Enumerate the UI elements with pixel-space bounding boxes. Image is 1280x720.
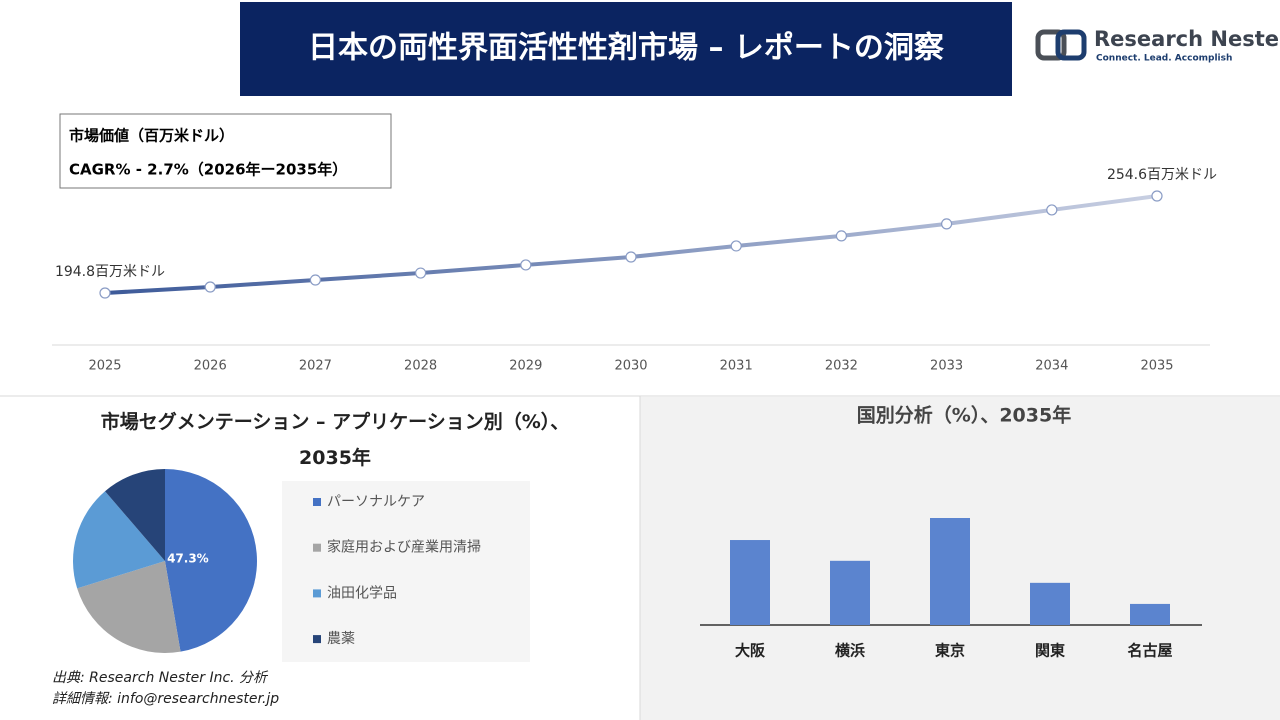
point (309, 274, 321, 286)
x-tick-label: 2025 (88, 359, 121, 374)
legend-label: 家庭用および産業用清掃 (327, 539, 481, 556)
data-label: 254.6百万米ドル (1107, 167, 1217, 183)
x-tick-label: 東京 (935, 642, 965, 660)
bar (1130, 603, 1170, 625)
source: 出典: Research Nester Inc. 分析 (52, 670, 269, 686)
point (625, 251, 637, 263)
x-tick-label: 名古屋 (1127, 642, 1172, 660)
x-tick-label: 2032 (825, 359, 858, 374)
x-tick-label: 2033 (930, 359, 963, 374)
x-tick-label: 2031 (720, 359, 753, 374)
bar-title: 国別分析（%）、2035年 (857, 404, 1071, 427)
bar (830, 560, 870, 625)
pie-slice (165, 469, 258, 652)
data-label: 47.3% (167, 551, 209, 565)
x-tick-label: 横浜 (835, 642, 865, 660)
legend-box (282, 481, 530, 662)
x-tick-label: 関東 (1035, 642, 1065, 660)
point (99, 287, 111, 299)
pie-slice (72, 491, 165, 589)
x-tick-label: 2026 (194, 359, 227, 374)
data-label: 194.8百万米ドル (55, 264, 165, 280)
point (204, 281, 216, 293)
point (940, 218, 953, 230)
bar (730, 540, 770, 625)
x-tick-label: 2030 (614, 359, 647, 374)
legend-swatch (313, 589, 321, 598)
legend-label: 油田化学品 (327, 585, 397, 601)
point (730, 240, 742, 252)
legend-swatch (313, 635, 321, 644)
x-tick-label: 2034 (1035, 359, 1068, 374)
x-tick-label: 2028 (404, 359, 437, 374)
x-tick-label: 2029 (509, 359, 542, 374)
x-tick-label: 2027 (299, 359, 332, 374)
legend-swatch (313, 543, 321, 552)
point (1151, 190, 1163, 202)
logo-icon (1035, 29, 1087, 61)
line-title: 市場価値（百万米ドル） (69, 127, 234, 145)
legend-label: 農薬 (327, 631, 355, 647)
point (1046, 204, 1058, 216)
point (835, 230, 848, 242)
contact: 詳細情報: info@researchnester.jp (52, 691, 279, 707)
header-box (240, 2, 1012, 96)
legend-label: パーソナルケア (327, 494, 425, 510)
logo-tagline: Connect. Lead. Accomplish (1096, 54, 1232, 64)
header-title: 日本の両性界面活性性剤市場 – レポートの洞察 (308, 31, 945, 66)
pie-slice (105, 469, 165, 561)
legend-swatch (313, 498, 321, 506)
point (520, 259, 532, 271)
x-tick-label: 大阪 (735, 642, 766, 660)
point (415, 267, 427, 279)
info-box (59, 113, 392, 189)
line-subtitle: CAGR% - 2.7%（2026年ー2035年） (69, 161, 347, 179)
pie-title: 市場セグメンテーション – アプリケーション別（%）、2035年 (100, 411, 570, 469)
pie-slice (77, 561, 181, 653)
bar (1030, 582, 1070, 625)
x-tick-label: 2035 (1140, 359, 1173, 374)
bar (930, 518, 970, 625)
logo-name: Research Nester (1094, 27, 1280, 51)
